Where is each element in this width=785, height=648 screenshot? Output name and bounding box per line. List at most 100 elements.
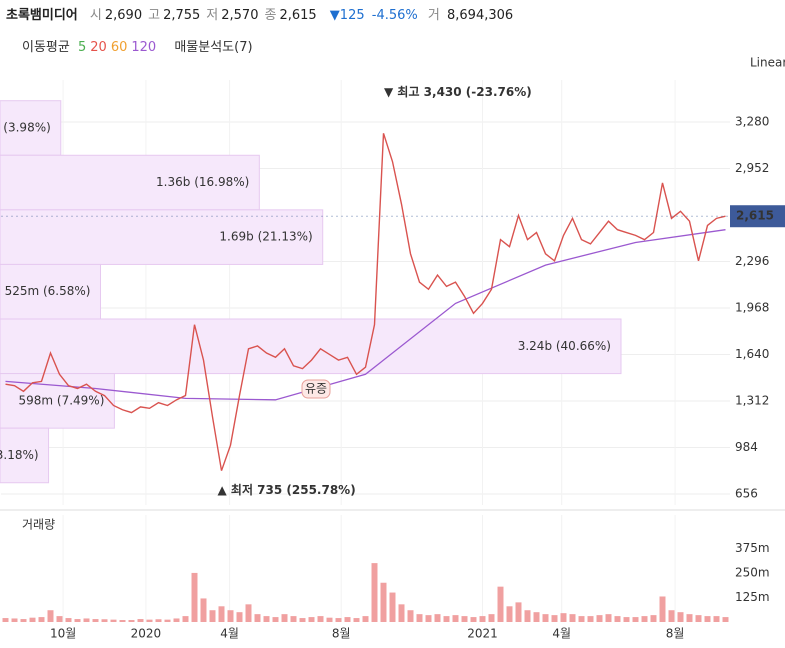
y-tick-label: 3,280 — [735, 114, 769, 128]
y-tick-label: 2,952 — [735, 161, 769, 175]
scale-label: Linear — [750, 56, 785, 70]
field-label: 고 — [148, 8, 161, 23]
x-tick-label: 2021 — [467, 627, 498, 641]
volume-bar — [641, 616, 648, 622]
x-tick-label: 8월 — [332, 627, 351, 641]
volume-bar — [677, 612, 684, 622]
volume-bar — [443, 616, 450, 622]
volume-bar — [461, 616, 468, 622]
last-price-label: 2,615 — [736, 209, 774, 223]
volume-bar — [533, 612, 540, 622]
volume-bar — [470, 617, 477, 622]
profile-label: 254m (3.18%) — [0, 448, 39, 462]
volume-bar — [38, 617, 45, 622]
volume-bar — [425, 615, 432, 622]
volume-bar — [551, 615, 558, 622]
volume-bar — [182, 616, 189, 622]
volume-label: 거 — [427, 8, 440, 23]
field-value: 2,615 — [279, 8, 317, 23]
volume-bar — [20, 619, 27, 622]
profile-bar — [0, 154, 260, 211]
volume-bar — [686, 614, 693, 622]
volume-bar — [380, 582, 387, 622]
volume-bar — [137, 619, 144, 622]
volume-bar — [560, 613, 567, 622]
ma-line — [5, 229, 726, 401]
volume-bar — [362, 616, 369, 622]
profile-label: 525m (6.58%) — [5, 284, 91, 298]
x-tick-label: 4월 — [220, 627, 239, 641]
volume-bar — [659, 596, 666, 622]
volume-bar — [317, 616, 324, 622]
volume-bar — [263, 616, 270, 622]
profile-label: 1.69b (21.13%) — [219, 230, 312, 244]
field-label: 시 — [89, 8, 102, 23]
x-tick-label: 2020 — [131, 627, 162, 641]
volume-bar — [632, 617, 639, 622]
volume-bar — [83, 618, 90, 622]
volume-tick-label: 250m — [735, 565, 770, 579]
price-annotation: ▼ 최고 3,430 (-23.76%) — [384, 84, 532, 99]
volume-bar — [596, 615, 603, 622]
field-value: 2,755 — [163, 8, 201, 23]
volume-bar — [209, 610, 216, 622]
y-tick-label: 1,968 — [735, 300, 769, 314]
volume-bar — [344, 617, 351, 622]
ma-item: 5 — [77, 40, 87, 55]
fields: 시 2,690 고 2,755 저 2,570 종 2,615 — [90, 8, 323, 23]
volume-bar — [245, 604, 252, 622]
volume-bar — [713, 616, 720, 622]
ma-item: 60 — [110, 40, 128, 55]
price-annotation: ▲ 최저 735 (255.78%) — [218, 482, 356, 497]
volume-bar — [191, 572, 198, 622]
field-label: 저 — [206, 8, 219, 23]
change-pct: -4.56% — [371, 8, 418, 23]
ma-items: 5 20 60 120 — [78, 40, 160, 55]
y-tick-label: 2,296 — [735, 254, 769, 268]
volume-bar — [605, 614, 612, 622]
volume-bar — [227, 610, 234, 622]
ma-item: 20 — [90, 40, 107, 55]
volume-bar — [452, 615, 459, 622]
profile-label: 317m (3.98%) — [0, 120, 51, 134]
volume-bar — [515, 602, 522, 622]
volume-bar — [416, 614, 423, 622]
profile-label: 598m (7.49%) — [18, 393, 104, 407]
volume-bar — [542, 614, 549, 622]
volume-bar — [119, 620, 126, 622]
volume-bar — [173, 618, 180, 622]
volume-bar — [335, 618, 342, 622]
volume-bar — [488, 614, 495, 622]
profile-bar — [0, 263, 101, 320]
volume-bar — [389, 592, 396, 622]
volume-bar — [308, 617, 315, 622]
field-value: 2,570 — [221, 8, 259, 23]
event-box — [301, 379, 331, 399]
volume-bar — [11, 618, 18, 622]
profile-label: 매물분석도(7) — [174, 40, 253, 55]
volume-bar — [587, 616, 594, 622]
profile-label: 3.24b (40.66%) — [518, 339, 611, 353]
volume-bar — [722, 617, 729, 622]
volume-bar — [524, 610, 531, 622]
volume-bar — [569, 614, 576, 622]
y-tick-label: 1,640 — [735, 347, 769, 361]
volume-bar — [623, 617, 630, 622]
last-price-tag — [730, 205, 785, 228]
volume-bar — [74, 619, 81, 622]
volume-bar — [128, 620, 135, 622]
volume-bar — [146, 619, 153, 622]
volume-bar — [281, 614, 288, 622]
change: ▼125 — [329, 8, 365, 23]
volume-bar — [704, 616, 711, 622]
volume-bar — [236, 612, 243, 622]
legend: 이동평균 5 20 60 120 매물분석도(7) — [22, 36, 257, 55]
x-tick-label: 4월 — [552, 627, 571, 641]
field-label: 종 — [264, 8, 277, 23]
ma-label: 이동평균 — [22, 40, 70, 55]
volume-bar — [353, 618, 360, 622]
profile-bar — [0, 209, 324, 265]
stock-name: 초록뱀미디어 — [6, 8, 78, 23]
ma-item: 120 — [131, 40, 157, 55]
